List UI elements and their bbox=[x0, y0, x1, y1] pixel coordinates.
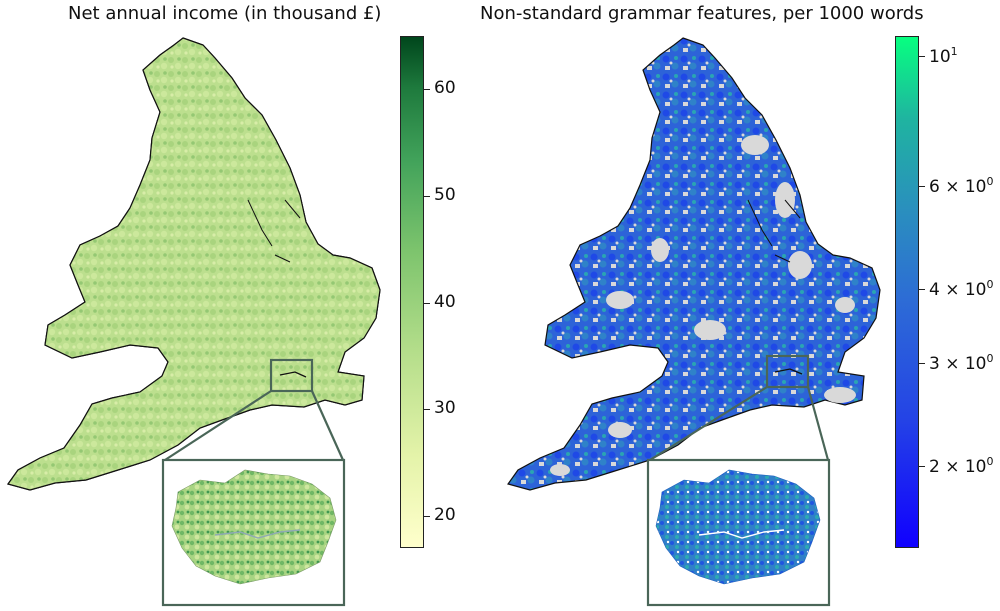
colorbar-tick bbox=[919, 185, 925, 187]
grammar-map bbox=[507, 37, 881, 607]
river-lines bbox=[747, 199, 801, 263]
colorbar-tick-label: 3 × 100 bbox=[929, 352, 994, 374]
tick-mantissa: 6 × 10 bbox=[929, 176, 987, 197]
london-inset-shape bbox=[655, 469, 821, 585]
tick-exponent: 0 bbox=[986, 174, 994, 188]
river-lines bbox=[247, 199, 301, 263]
tick-mantissa: 4 × 10 bbox=[929, 280, 987, 301]
tick-exponent: 1 bbox=[950, 44, 958, 58]
london-highlight-box bbox=[269, 358, 314, 393]
grammar-colorbar bbox=[895, 36, 919, 548]
inset-river-thames bbox=[698, 529, 785, 539]
colorbar-tick bbox=[919, 55, 925, 57]
colorbar-tick bbox=[919, 289, 925, 291]
colorbar-tick bbox=[919, 362, 925, 364]
tick-mantissa: 3 × 10 bbox=[929, 353, 987, 374]
colorbar-tick-label: 20 bbox=[434, 505, 456, 525]
tick-exponent: 0 bbox=[986, 278, 994, 292]
income-map-title: Net annual income (in thousand £) bbox=[68, 3, 382, 24]
colorbar-tick-label: 101 bbox=[929, 45, 958, 67]
colorbar-tick bbox=[424, 196, 430, 197]
colorbar-tick-label: 30 bbox=[434, 398, 456, 419]
tick-mantissa: 2 × 10 bbox=[929, 457, 987, 477]
colorbar-tick-label: 2 × 100 bbox=[929, 455, 994, 477]
colorbar-tick-label: 6 × 100 bbox=[929, 175, 994, 197]
zoom-connector-line bbox=[310, 390, 345, 461]
colorbar-tick-label: 4 × 100 bbox=[929, 278, 994, 300]
colorbar-tick bbox=[424, 89, 430, 91]
colorbar-tick-label: 40 bbox=[434, 291, 456, 312]
tick-mantissa: 10 bbox=[929, 46, 951, 67]
colorbar-tick bbox=[919, 466, 925, 467]
income-map-panel: Net annual income (in thousand £) bbox=[7, 3, 456, 607]
tick-exponent: 0 bbox=[986, 351, 994, 365]
london-inset-shape bbox=[171, 469, 337, 585]
grammar-map-panel: Non-standard grammar features, per 1000 … bbox=[480, 0, 1000, 611]
thames-line bbox=[774, 368, 803, 375]
income-map bbox=[7, 37, 381, 607]
no-data-regions bbox=[550, 135, 856, 476]
tick-exponent: 0 bbox=[986, 455, 994, 468]
london-highlight-box bbox=[765, 354, 810, 389]
colorbar-tick bbox=[424, 302, 430, 304]
zoom-connector-line bbox=[806, 386, 830, 461]
zoom-connector-line bbox=[649, 386, 768, 461]
colorbar-tick-label: 50 bbox=[434, 185, 456, 205]
thames-line bbox=[279, 371, 307, 378]
inset-river-thames bbox=[214, 529, 301, 539]
income-colorbar bbox=[400, 36, 424, 548]
colorbar-tick bbox=[424, 409, 430, 411]
colorbar-tick bbox=[424, 516, 430, 517]
grammar-map-title: Non-standard grammar features, per 1000 … bbox=[480, 3, 924, 24]
england-wales-shape bbox=[507, 37, 881, 491]
colorbar-tick-label: 60 bbox=[434, 78, 456, 99]
zoom-connector-line bbox=[164, 390, 272, 461]
